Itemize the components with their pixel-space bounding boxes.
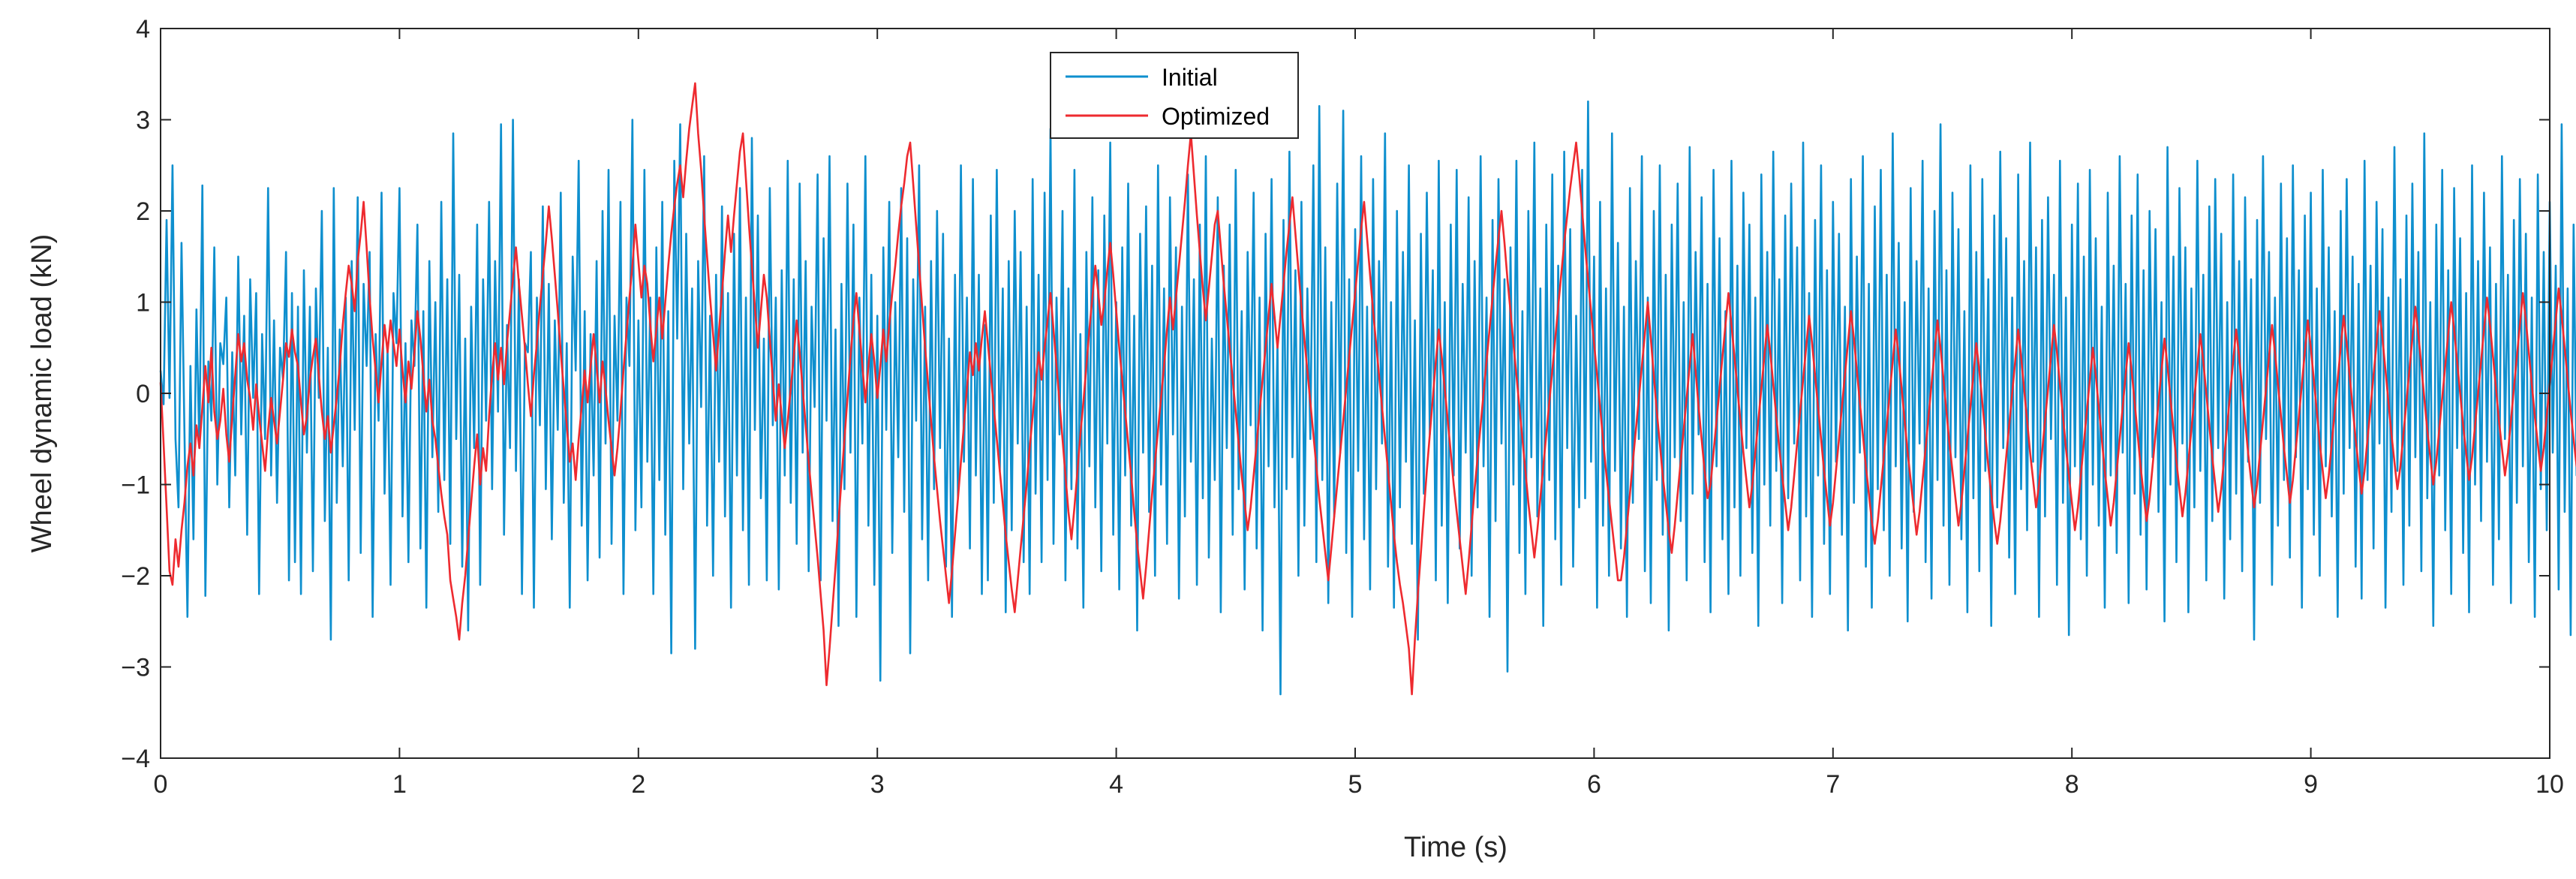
y-tick-label: −3 bbox=[121, 654, 150, 682]
y-tick-label: 3 bbox=[136, 107, 150, 135]
x-axis-label: Time (s) bbox=[1404, 832, 1507, 863]
x-tick-label: 2 bbox=[631, 770, 645, 799]
y-tick-label: −4 bbox=[121, 745, 150, 773]
x-tick-label: 0 bbox=[154, 770, 168, 799]
y-tick-label: −1 bbox=[121, 471, 150, 500]
y-tick-label: 2 bbox=[136, 197, 150, 226]
x-tick-label: 5 bbox=[1348, 770, 1363, 799]
x-tick-label: 4 bbox=[1109, 770, 1123, 799]
x-axis-ticks: 0 1 2 3 4 5 6 7 8 9 10 bbox=[154, 29, 2564, 799]
x-tick-label: 10 bbox=[2535, 770, 2564, 799]
legend-label-optimized: Optimized bbox=[1162, 103, 1270, 130]
legend: Initial Optimized bbox=[1050, 52, 1299, 139]
y-tick-label: 1 bbox=[136, 289, 150, 318]
legend-label-initial: Initial bbox=[1162, 64, 1218, 91]
x-tick-label: 1 bbox=[392, 770, 407, 799]
x-tick-label: 3 bbox=[870, 770, 885, 799]
x-tick-label: 6 bbox=[1587, 770, 1601, 799]
y-tick-label: 0 bbox=[136, 380, 150, 408]
y-tick-label: 4 bbox=[136, 15, 150, 44]
y-axis-ticks: −4 −3 −2 −1 0 1 2 3 4 bbox=[121, 15, 2550, 773]
series-line-optimized bbox=[159, 82, 2576, 696]
y-axis-label: Wheel dynamic load (kN) bbox=[26, 234, 58, 552]
x-tick-label: 8 bbox=[2065, 770, 2079, 799]
legend-box bbox=[1050, 52, 1299, 139]
x-tick-label: 7 bbox=[1826, 770, 1840, 799]
y-tick-label: −2 bbox=[121, 562, 150, 591]
x-tick-label: 9 bbox=[2304, 770, 2318, 799]
series-layer bbox=[159, 82, 2576, 696]
